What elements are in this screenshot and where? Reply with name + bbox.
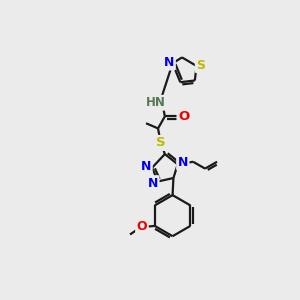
Text: O: O (136, 220, 147, 233)
Text: N: N (178, 156, 188, 169)
Text: N: N (164, 56, 174, 69)
Text: N: N (148, 177, 158, 190)
Text: S: S (196, 58, 205, 72)
Text: O: O (178, 110, 189, 123)
Text: HN: HN (146, 96, 165, 109)
Text: S: S (156, 136, 165, 149)
Text: N: N (141, 160, 151, 172)
